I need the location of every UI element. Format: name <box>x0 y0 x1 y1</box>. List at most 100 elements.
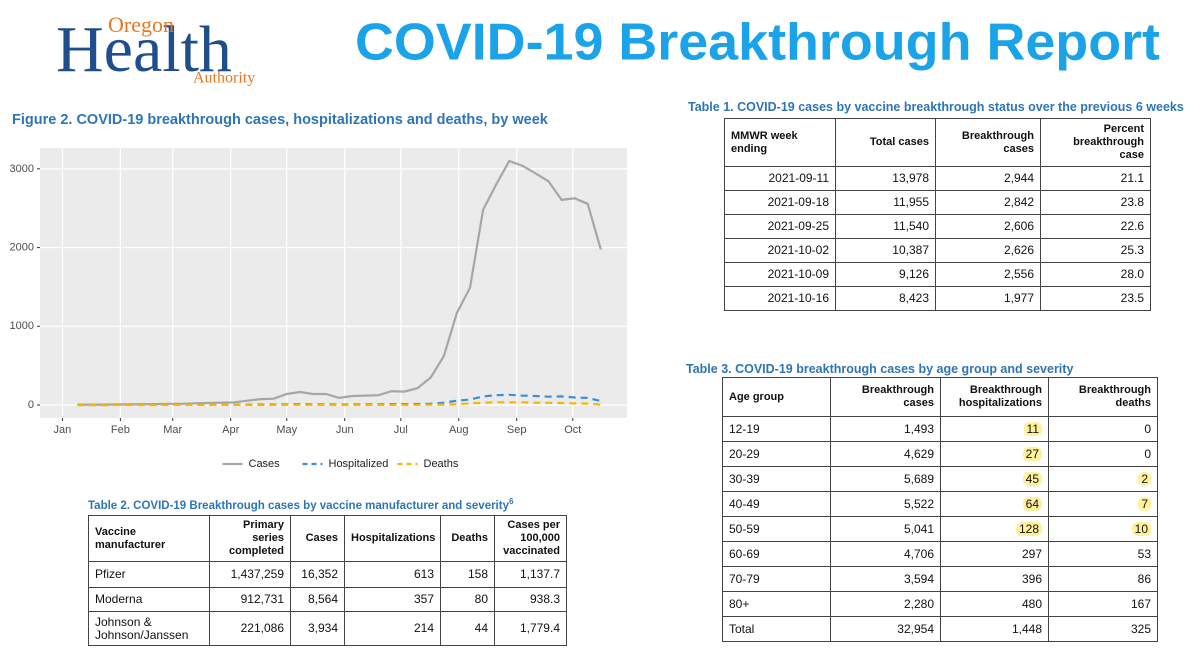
table-row: Total 32,954 1,448 325 <box>722 616 1158 642</box>
highlighted-value: 27 <box>1022 446 1042 461</box>
table-row: 2021-10-02 10,387 2,626 25.3 <box>724 238 1151 263</box>
highlighted-value: 7 <box>1138 496 1151 511</box>
chart: Figure 2. COVID-19 breakthrough cases, h… <box>10 112 627 470</box>
table-cell: 128 <box>940 516 1049 542</box>
table-cell: 2,626 <box>935 238 1041 263</box>
logo-main: Health <box>56 13 232 86</box>
x-tick-label: Jan <box>54 424 72 436</box>
x-tick-label: May <box>276 424 297 436</box>
table-cell: 50-59 <box>722 516 831 542</box>
table-row: 2021-09-11 13,978 2,944 21.1 <box>724 166 1151 191</box>
table-cell: 27 <box>940 441 1049 467</box>
header-cell: Primary series completed <box>209 515 291 562</box>
table-cell: 1,137.7 <box>494 561 567 588</box>
header-cell: MMWR week ending <box>724 118 836 167</box>
table-title: Table 2. COVID-19 Breakthrough cases by … <box>88 497 513 512</box>
header-cell: Breakthrough deaths <box>1048 377 1158 417</box>
table-cell: 2021-10-09 <box>724 262 836 287</box>
highlighted-value: 10 <box>1131 521 1151 536</box>
x-tick-label: Oct <box>564 424 581 436</box>
table-cell: 21.1 <box>1040 166 1151 191</box>
plot-panel <box>40 148 627 418</box>
series-line <box>77 401 601 407</box>
table-cell: 23.5 <box>1040 286 1151 311</box>
highlighted-value: 11 <box>1023 421 1042 436</box>
table-cell: 938.3 <box>494 587 567 612</box>
highlighted-value: 128 <box>1015 521 1042 536</box>
table-cell: 3,934 <box>290 611 345 646</box>
table-row: Pfizer 1,437,259 16,352 613 158 1,137.7 <box>88 561 567 588</box>
legend-label: Deaths <box>424 458 459 470</box>
table-cell: 64 <box>940 491 1049 517</box>
header-row: MMWR week ending Total cases Breakthrough … <box>724 118 1151 167</box>
table-row: 50-59 5,041 128 10 <box>722 516 1158 542</box>
header-row: Vaccine manufacturer Primary series compl… <box>88 515 567 562</box>
header-cell: Percent breakthrough case <box>1040 118 1151 167</box>
table-cell: 2 <box>1048 466 1158 492</box>
table-title-text: Table 2. COVID-19 Breakthrough cases by … <box>88 499 509 512</box>
y-tick-label: 1000 <box>10 320 34 332</box>
table-cell: 167 <box>1048 591 1158 617</box>
table-row: 60-69 4,706 297 53 <box>722 541 1158 567</box>
table-cell: 2021-09-18 <box>724 190 836 215</box>
y-tick-label: 3000 <box>10 163 34 175</box>
logo-bottom: Authority <box>193 70 255 87</box>
data-table: Vaccine manufacturer Primary series compl… <box>88 515 567 646</box>
table-cell: 2,944 <box>935 166 1041 191</box>
legend-label: Hospitalized <box>329 458 389 470</box>
header-cell: Cases per 100,000 vaccinated <box>494 515 567 562</box>
table-cell: Moderna <box>88 587 210 612</box>
table-cell: 16,352 <box>290 561 345 588</box>
legend-label: Cases <box>249 458 281 470</box>
table-cell: 396 <box>940 566 1049 592</box>
y-tick-label: 2000 <box>10 241 34 253</box>
table-cell: 22.6 <box>1040 214 1151 239</box>
table-cell: 1,977 <box>935 286 1041 311</box>
header-cell: Hospitalizations <box>344 515 441 562</box>
table-row: 80+ 2,280 480 167 <box>722 591 1158 617</box>
header-cell: Breakthrough cases <box>935 118 1041 167</box>
table-cell: 5,522 <box>830 491 941 517</box>
table-cell: 80 <box>440 587 495 612</box>
table-cell: 1,437,259 <box>209 561 291 588</box>
table-cell: 2021-09-25 <box>724 214 836 239</box>
table-cell: 45 <box>940 466 1049 492</box>
x-tick-label: Jun <box>336 424 354 436</box>
table-cell: 8,564 <box>290 587 345 612</box>
table-cell: 44 <box>440 611 495 646</box>
table-cell: 28.0 <box>1040 262 1151 287</box>
highlighted-value: 45 <box>1022 471 1042 486</box>
table-cell: 60-69 <box>722 541 831 567</box>
table-row: 2021-09-18 11,955 2,842 23.8 <box>724 190 1151 215</box>
table-row: 70-79 3,594 396 86 <box>722 566 1158 592</box>
table-cell: 4,706 <box>830 541 941 567</box>
table-cell: 0 <box>1048 416 1158 442</box>
table-cell: 86 <box>1048 566 1158 592</box>
table-cell: 5,689 <box>830 466 941 492</box>
table-cell: 613 <box>344 561 441 588</box>
table-cell: 40-49 <box>722 491 831 517</box>
table-row: Johnson & Johnson/Janssen 221,086 3,934 214… <box>88 611 567 646</box>
table-cell: Total <box>722 616 831 642</box>
table-cell: 357 <box>344 587 441 612</box>
table-cell: 7 <box>1048 491 1158 517</box>
table-cell: 297 <box>940 541 1049 567</box>
table-row: Moderna 912,731 8,564 357 80 938.3 <box>88 587 567 612</box>
table-cell: 4,629 <box>830 441 941 467</box>
report-title: COVID-19 Breakthrough Report <box>355 14 1160 72</box>
logo-top: Oregon <box>108 12 174 37</box>
x-tick-label: Mar <box>163 424 182 436</box>
table-cell: 2,606 <box>935 214 1041 239</box>
table-cell: 9,126 <box>835 262 936 287</box>
table-row: 12-19 1,493 11 0 <box>722 416 1158 442</box>
table-cell: 12-19 <box>722 416 831 442</box>
table-cell: 23.8 <box>1040 190 1151 215</box>
header-row: Age group Breakthrough cases Breakthrough … <box>722 377 1158 417</box>
table-cell: 214 <box>344 611 441 646</box>
table-cell: 480 <box>940 591 1049 617</box>
header-cell: Cases <box>290 515 345 562</box>
table-row: 2021-10-09 9,126 2,556 28.0 <box>724 262 1151 287</box>
table-cell: 2,280 <box>830 591 941 617</box>
table-cell: 11,955 <box>835 190 936 215</box>
